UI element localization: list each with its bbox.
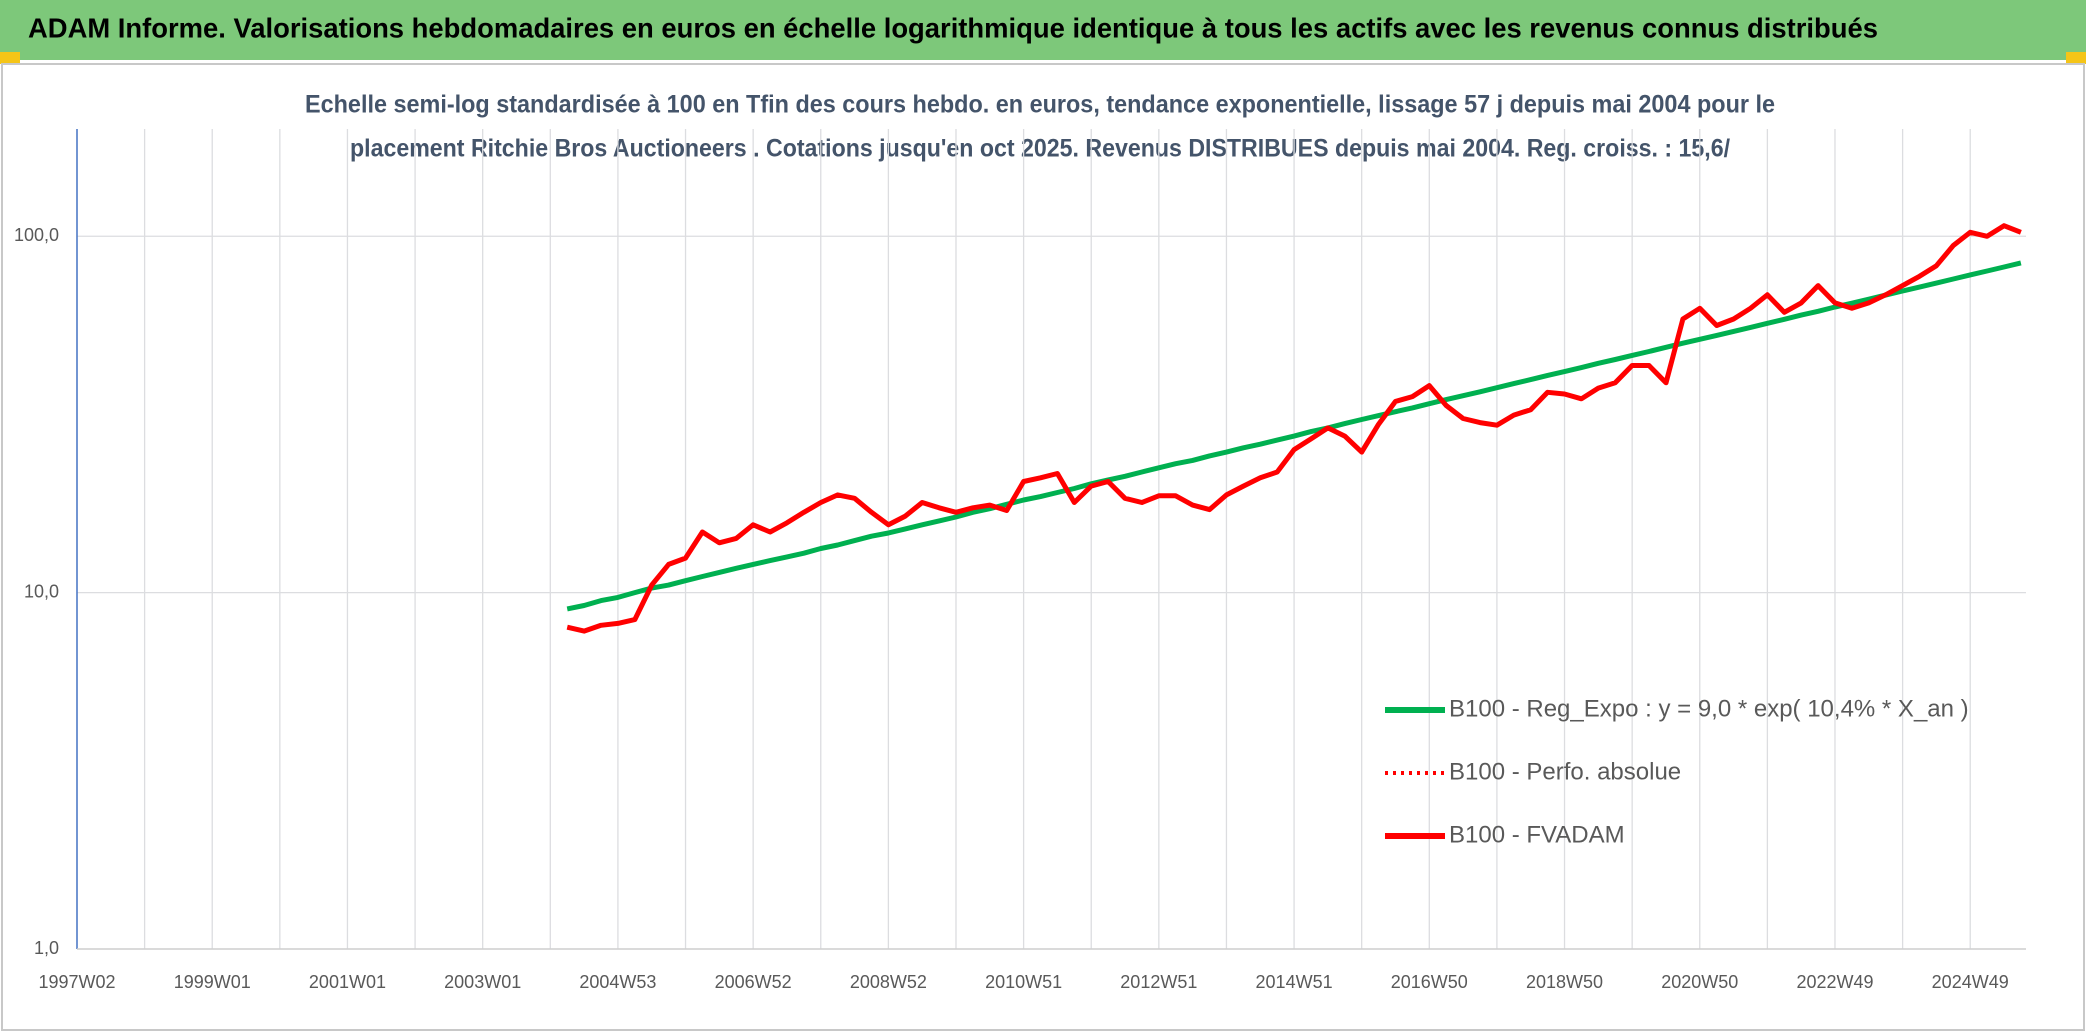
corner <box>2066 52 2086 64</box>
x-tick-label: 2014W51 <box>1256 972 1333 992</box>
x-tick-label: 2003W01 <box>444 972 521 992</box>
x-tick-label: 2016W50 <box>1391 972 1468 992</box>
y-tick-label: 1,0 <box>34 938 59 958</box>
x-tick-label: 2020W50 <box>1661 972 1738 992</box>
series-line <box>566 260 2022 612</box>
legend-label: B100 - FVADAM <box>1449 821 1625 848</box>
x-tick-label: 2001W01 <box>309 972 386 992</box>
corner <box>0 52 20 64</box>
chart-subtitle: placement Ritchie Bros Auctioneers . Cot… <box>350 135 1730 163</box>
header-bar <box>0 0 2086 60</box>
x-tick-label: 2004W53 <box>579 972 656 992</box>
x-tick-label: 2018W50 <box>1526 972 1603 992</box>
legend-label: B100 - Reg_Expo : y = 9,0 * exp( 10,4% *… <box>1449 695 1969 722</box>
y-tick-label: 100,0 <box>14 225 59 245</box>
y-tick-label: 10,0 <box>24 581 59 601</box>
x-tick-label: 2012W51 <box>1120 972 1197 992</box>
x-tick-label: 1997W02 <box>38 972 115 992</box>
chart-title: ADAM Informe. Valorisations hebdomadaire… <box>28 12 1878 43</box>
x-tick-label: 2010W51 <box>985 972 1062 992</box>
x-tick-label: 2006W52 <box>715 972 792 992</box>
x-tick-label: 2008W52 <box>850 972 927 992</box>
legend-label: B100 - Perfo. absolue <box>1449 758 1681 785</box>
x-tick-label: 2022W49 <box>1796 972 1873 992</box>
x-tick-label: 2024W49 <box>1932 972 2009 992</box>
series-line <box>566 223 2022 634</box>
chart-frame <box>1 63 2085 1031</box>
x-tick-label: 1999W01 <box>174 972 251 992</box>
chart-subtitle: Echelle semi-log standardisée à 100 en T… <box>305 91 1775 119</box>
